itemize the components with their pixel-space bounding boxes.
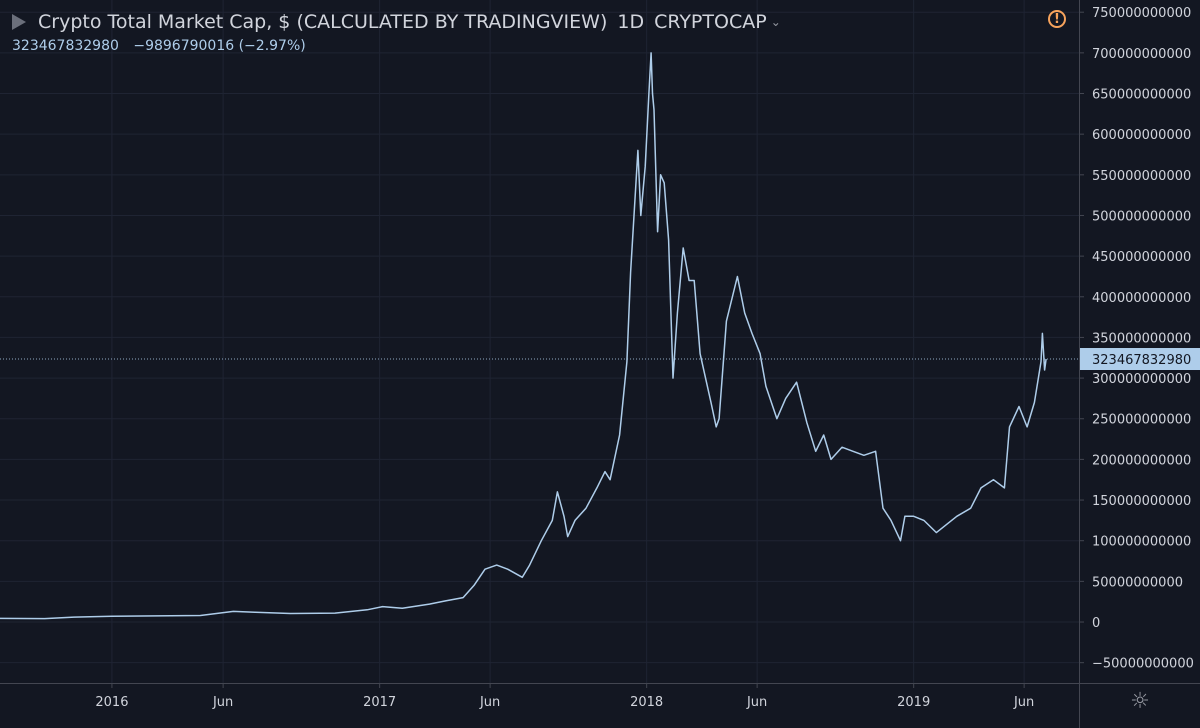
last-price-label-bg [1080,348,1200,371]
symbol-title[interactable]: Crypto Total Market Cap, $ (CALCULATED B… [38,11,608,33]
x-tick-label-4: 2018 [630,695,663,710]
interval-label[interactable]: 1D [617,11,645,33]
y-tick-label-16: −50000000000 [1092,657,1194,672]
x-tick-label-3: Jun [479,695,500,710]
x-tick-label-1: Jun [212,695,233,710]
y-tick-label-15: 0 [1092,616,1100,631]
x-tick-label-2: 2017 [363,695,396,710]
chart-values-row: 323467832980 −9896790016 (−2.97%) [12,38,316,54]
y-tick-label-13: 100000000000 [1092,535,1191,550]
settings-gear-icon[interactable]: ☼ [1130,688,1150,714]
last-price-label-text: 323467832980 [1092,353,1191,368]
x-tick-label-7: Jun [1013,695,1034,710]
last-price-label: 323467832980 [1080,348,1200,371]
y-tick-label-3: 600000000000 [1092,128,1191,143]
chevron-down-icon[interactable]: ⌄ [770,15,781,29]
x-tick-label-6: 2019 [897,695,930,710]
x-tick-label-0: 2016 [95,695,128,710]
x-axis-ticks: 2016 Jun 2017 Jun 2018 Jun 2019 Jun [95,683,1034,710]
warning-icon[interactable]: ! [1048,10,1066,28]
y-tick-label-0: 750000000000 [1092,6,1191,21]
y-tick-label-4: 550000000000 [1092,169,1191,184]
series-line-market-cap[interactable] [0,52,1047,620]
y-tick-label-6: 450000000000 [1092,250,1191,265]
y-tick-label-12: 150000000000 [1092,494,1191,509]
y-tick-label-9: 300000000000 [1092,372,1191,387]
y-tick-label-8: 350000000000 [1092,331,1191,346]
y-tick-label-14: 50000000000 [1092,575,1183,590]
y-tick-label-5: 500000000000 [1092,209,1191,224]
grid-lines [0,0,1079,683]
y-tick-label-11: 200000000000 [1092,453,1191,468]
last-value: 323467832980 [12,38,119,54]
y-tick-label-10: 250000000000 [1092,413,1191,428]
change-value: −9896790016 (−2.97%) [133,38,306,54]
symbol-name[interactable]: CRYPTOCAP [654,11,767,33]
y-axis-ticks: 750000000000 700000000000 650000000000 6000… [1079,6,1194,672]
y-tick-label-2: 650000000000 [1092,88,1191,103]
y-tick-label-1: 700000000000 [1092,47,1191,62]
chart-legend-header: Crypto Total Market Cap, $ (CALCULATED B… [12,10,781,34]
y-tick-label-7: 400000000000 [1092,291,1191,306]
flag-icon[interactable] [12,14,26,30]
x-tick-label-5: Jun [746,695,767,710]
